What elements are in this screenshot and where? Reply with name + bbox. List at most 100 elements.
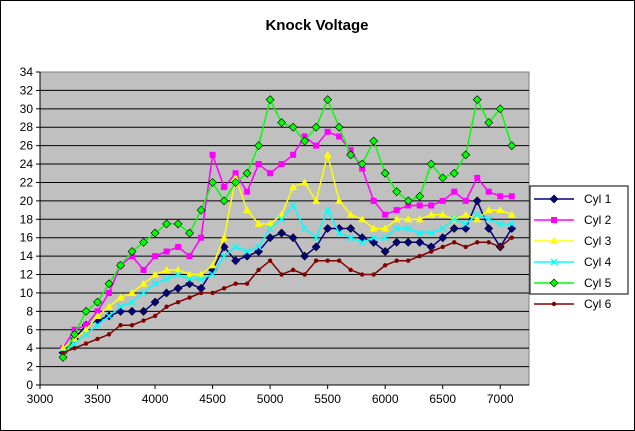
data-point (463, 244, 468, 250)
data-point (496, 220, 504, 228)
data-point (461, 210, 470, 218)
data-point (198, 234, 205, 241)
data-point (221, 184, 228, 191)
data-point (312, 234, 320, 242)
data-point (346, 210, 355, 218)
data-point (358, 215, 367, 223)
data-point (484, 224, 494, 233)
data-point (394, 258, 399, 263)
data-point (508, 220, 516, 228)
series-line (62, 154, 512, 349)
data-point (300, 251, 310, 261)
data-point (405, 202, 412, 209)
data-point (416, 202, 423, 209)
data-point (185, 228, 195, 238)
data-point (209, 271, 217, 279)
series-2 (60, 128, 515, 352)
data-point (94, 321, 102, 329)
data-point (323, 224, 333, 233)
data-point (484, 118, 494, 128)
y-tick-label: 22 (20, 175, 34, 189)
data-point (220, 252, 228, 260)
data-point (140, 266, 147, 273)
data-point (300, 178, 309, 186)
data-point (301, 133, 308, 140)
data-point (300, 136, 310, 146)
data-point (507, 210, 516, 218)
data-point (232, 170, 239, 177)
data-point (231, 173, 240, 181)
x-tick-label: 5500 (314, 392, 341, 406)
y-tick-label: 0 (26, 378, 33, 392)
data-point (244, 188, 251, 195)
data-point (129, 253, 136, 260)
data-point (278, 215, 286, 223)
y-tick-label: 10 (20, 286, 34, 300)
data-point (357, 159, 367, 169)
legend-item: Cyl 6 (534, 297, 612, 311)
data-point (221, 286, 227, 291)
data-point (485, 215, 493, 223)
data-point (462, 220, 470, 228)
legend-label: Cyl 3 (584, 234, 612, 248)
data-point (429, 249, 434, 254)
data-point (486, 240, 491, 245)
data-point (255, 161, 262, 168)
data-point (497, 193, 504, 200)
data-point (71, 326, 78, 333)
data-point (70, 329, 79, 339)
data-point (370, 197, 377, 204)
data-point (219, 196, 229, 206)
data-point (173, 219, 183, 229)
y-tick-label: 4 (26, 341, 33, 355)
data-point (71, 340, 79, 348)
data-point (358, 238, 366, 246)
data-point (485, 188, 492, 195)
data-point (369, 224, 378, 232)
data-point (83, 322, 90, 329)
data-point (393, 207, 400, 214)
data-point (256, 267, 261, 273)
data-point (278, 161, 285, 168)
data-point (72, 345, 77, 351)
data-point (209, 151, 216, 158)
x-tick-label: 6500 (429, 392, 456, 406)
y-tick-label: 16 (20, 231, 34, 245)
data-point (242, 168, 252, 178)
chart-title: Knock Voltage (265, 17, 368, 34)
data-point (290, 267, 296, 273)
data-point (346, 224, 356, 233)
data-point (174, 271, 182, 279)
data-point (104, 279, 114, 289)
data-point (267, 258, 273, 263)
data-point (243, 206, 252, 214)
data-point (244, 281, 250, 286)
data-point (162, 288, 171, 298)
data-point (509, 235, 514, 240)
data-point (461, 150, 471, 160)
data-point (438, 233, 448, 243)
data-point (254, 219, 263, 227)
series-line (62, 97, 513, 358)
data-point (392, 237, 402, 247)
data-point (474, 174, 481, 181)
series-4 (59, 201, 516, 357)
data-point (381, 234, 389, 242)
data-point (139, 279, 148, 287)
data-point (508, 193, 515, 200)
data-point (277, 118, 287, 128)
data-point (186, 253, 193, 260)
data-point (472, 95, 482, 105)
data-point (265, 233, 275, 243)
data-point (163, 248, 170, 255)
series-6 (60, 235, 514, 355)
legend-swatch-marker (550, 237, 558, 244)
data-point (312, 196, 321, 204)
data-point (484, 206, 493, 214)
data-point (141, 318, 146, 323)
data-point (233, 281, 238, 286)
legend-label: Cyl 2 (584, 213, 612, 227)
y-tick-label: 28 (20, 120, 34, 134)
